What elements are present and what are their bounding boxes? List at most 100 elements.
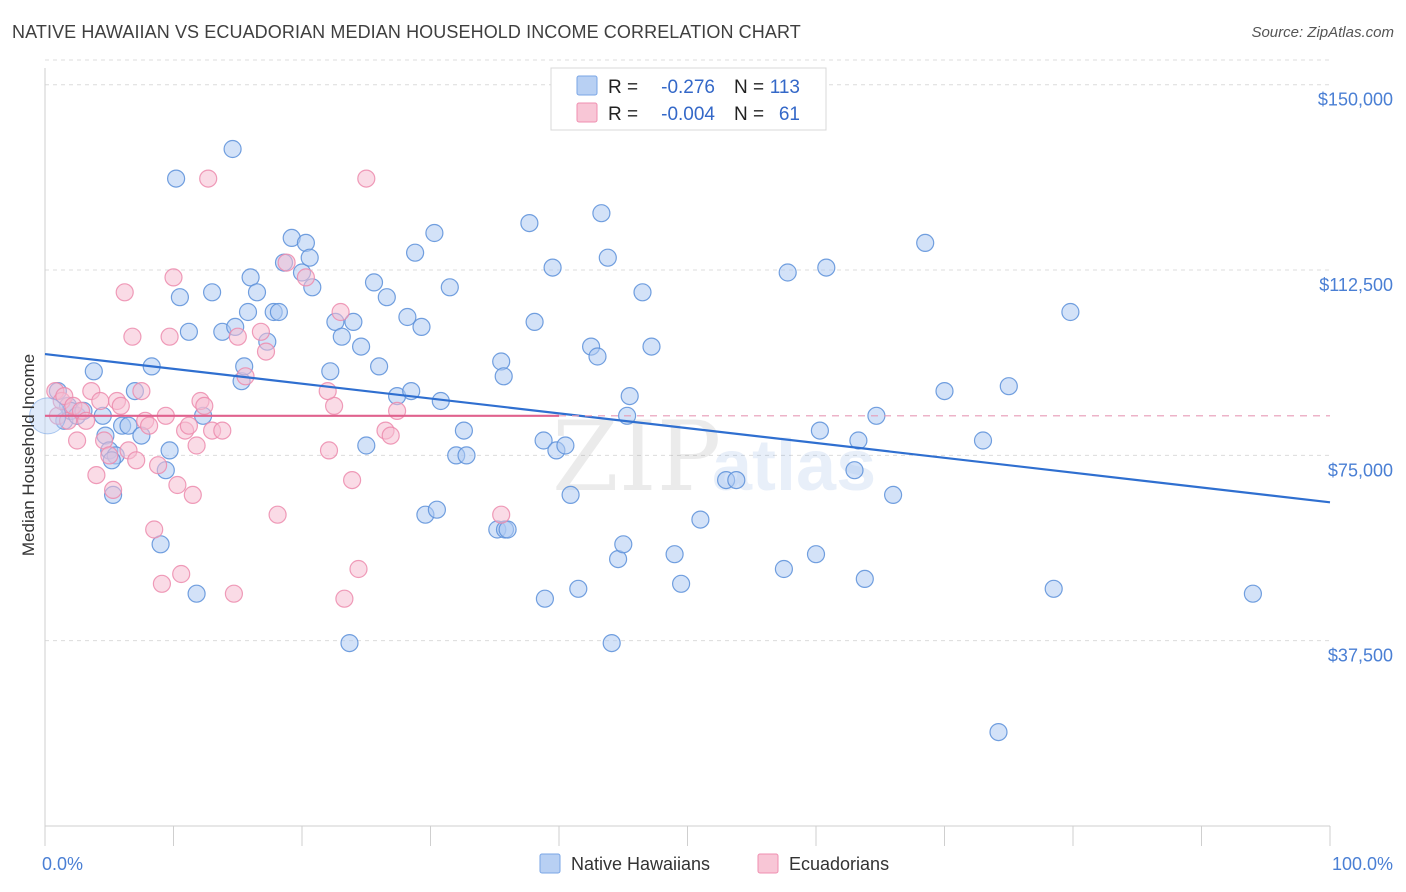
data-point <box>592 204 611 223</box>
legend-r-value-2: -0.004 <box>661 104 715 125</box>
y-tick-labels: $37,500 $75,000 $112,500 $150,000 <box>1318 90 1393 666</box>
data-point <box>172 564 191 584</box>
data-point <box>999 377 1018 396</box>
series-native-hawaiians <box>48 139 1263 742</box>
data-point <box>398 307 417 327</box>
data-point <box>454 421 473 440</box>
x-tick-label: 0.0% <box>42 854 83 874</box>
data-point <box>935 382 954 401</box>
data-point <box>111 396 130 415</box>
data-point <box>199 169 218 188</box>
stats-legend: R = -0.276 N = 113 R = -0.004 N = 61 <box>550 67 827 131</box>
data-point <box>633 283 652 302</box>
data-point <box>103 480 123 499</box>
data-point <box>335 589 354 608</box>
data-point <box>123 327 142 346</box>
data-point <box>331 302 350 322</box>
data-point <box>817 258 836 277</box>
data-point <box>84 362 103 381</box>
legend-n-value-1: 113 <box>770 77 800 98</box>
data-point <box>187 436 206 455</box>
data-point <box>170 288 189 307</box>
y-tick-label: $37,500 <box>1328 646 1393 666</box>
data-point <box>614 535 633 554</box>
data-point <box>168 475 187 495</box>
data-point <box>195 396 214 415</box>
bottom-legend-swatch-hawaiian <box>539 853 561 874</box>
data-point <box>87 466 106 485</box>
data-point <box>164 268 183 287</box>
data-point <box>774 559 794 579</box>
data-point <box>406 243 425 262</box>
data-point <box>727 471 746 490</box>
source-credit: Source: ZipAtlas.com <box>1251 24 1394 41</box>
data-point <box>916 233 935 252</box>
data-point <box>127 451 146 470</box>
data-point <box>525 312 544 331</box>
y-tick-label: $150,000 <box>1318 90 1393 110</box>
data-point <box>849 431 868 450</box>
data-point <box>973 431 993 450</box>
data-point <box>494 367 513 386</box>
chart-title: NATIVE HAWAIIAN VS ECUADORIAN MEDIAN HOU… <box>12 22 801 42</box>
data-point <box>179 322 198 341</box>
watermark-zip: ZIP <box>552 401 721 513</box>
data-point <box>247 283 267 302</box>
data-point <box>340 633 359 653</box>
data-point <box>213 421 232 440</box>
data-point <box>203 283 222 302</box>
legend-r-label-1: R = <box>608 77 638 98</box>
legend-n-label-1: N = <box>734 77 764 98</box>
data-point <box>370 357 389 376</box>
data-point <box>665 545 684 564</box>
data-point <box>561 485 580 504</box>
data-point <box>67 431 87 450</box>
data-point <box>440 278 459 297</box>
data-point <box>238 302 258 322</box>
data-point <box>343 471 362 490</box>
data-point <box>300 248 319 267</box>
data-point <box>224 584 243 603</box>
data-point <box>268 505 287 524</box>
data-point <box>457 446 476 465</box>
x-tick-labels: 0.0% 100.0% <box>42 854 1393 874</box>
data-point <box>149 456 168 475</box>
y-axis-label: Median Household Income <box>19 354 38 556</box>
data-point <box>357 436 376 455</box>
legend-r-value-1: -0.276 <box>661 77 715 98</box>
trend-lines <box>44 352 1331 504</box>
data-point <box>534 431 553 450</box>
data-point <box>332 327 351 346</box>
data-point <box>520 214 539 233</box>
data-point <box>598 248 617 267</box>
data-point <box>296 233 315 252</box>
data-point <box>425 223 444 243</box>
data-point <box>152 574 171 593</box>
data-point <box>100 446 119 465</box>
data-point <box>183 485 202 504</box>
data-point <box>602 633 621 653</box>
watermark: ZIP atlas <box>552 401 876 513</box>
data-point <box>845 461 864 480</box>
x-tick-label: 100.0% <box>1332 854 1393 874</box>
data-point <box>671 574 691 593</box>
data-point <box>321 362 340 381</box>
data-point <box>132 382 151 401</box>
data-point <box>179 416 198 435</box>
y-tick-label: $112,500 <box>1319 275 1393 295</box>
bottom-legend-label-ecuadorian: Ecuadorians <box>789 854 889 874</box>
data-point <box>251 322 270 341</box>
data-point <box>319 441 339 460</box>
legend-n-value-2: 61 <box>779 104 800 125</box>
data-point <box>140 416 159 435</box>
data-point <box>778 263 797 282</box>
data-point <box>1044 579 1063 598</box>
data-point <box>556 436 575 455</box>
data-point <box>492 352 511 371</box>
data-point <box>377 288 396 307</box>
data-point <box>1061 302 1080 322</box>
legend-swatch-ecuadorian <box>576 102 598 123</box>
data-point <box>806 545 826 564</box>
data-point <box>145 520 164 539</box>
data-point <box>160 327 179 346</box>
